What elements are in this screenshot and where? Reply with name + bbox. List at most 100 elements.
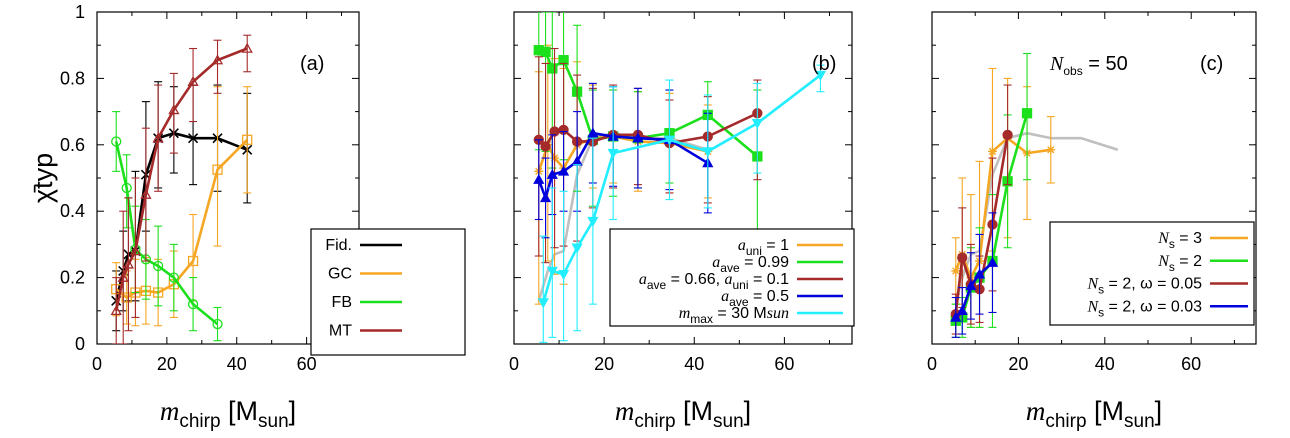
legend-label-var: a xyxy=(712,254,720,271)
legend-label: MT xyxy=(329,323,352,340)
series-line xyxy=(537,131,709,200)
legend-label-sub: s xyxy=(1169,237,1175,251)
plot-area xyxy=(533,12,827,343)
legend-label-var: sun xyxy=(767,305,789,322)
data-point xyxy=(546,168,558,179)
legend-label-var: a xyxy=(721,288,729,305)
legend-label-sub: uni xyxy=(746,244,762,258)
legend-label: Fid. xyxy=(325,237,352,254)
x-tick-label: 40 xyxy=(684,354,704,374)
data-point xyxy=(122,258,135,269)
legend-label-var: a xyxy=(639,271,647,288)
legend-box xyxy=(310,228,466,356)
data-point xyxy=(110,304,122,316)
x-tick-label: 60 xyxy=(297,354,317,374)
legend-label: auni = 1 xyxy=(738,237,789,258)
series-4 xyxy=(533,82,714,239)
x-tick-label: 0 xyxy=(92,354,102,374)
data-point xyxy=(951,266,961,276)
annotation-rest: = 50 xyxy=(1083,53,1128,75)
data-point xyxy=(111,136,122,147)
data-point xyxy=(540,46,551,57)
data-point xyxy=(663,135,676,146)
plot-area xyxy=(950,52,1119,338)
data-point xyxy=(212,164,223,175)
data-point xyxy=(140,188,152,199)
data-point xyxy=(751,118,763,130)
data-point xyxy=(557,165,570,176)
x-tick-label: 60 xyxy=(1181,354,1201,374)
data-point xyxy=(986,256,999,267)
data-point xyxy=(539,192,552,203)
panel-label: (c) xyxy=(1200,53,1223,75)
legend-label-var: N xyxy=(1086,298,1099,315)
series-0 xyxy=(954,131,1119,302)
legend-label-rest: = 30 M xyxy=(713,305,767,322)
x-axis-label-var: m xyxy=(615,396,635,426)
annotation: Nobs = 50 xyxy=(1049,53,1128,78)
x-axis-label-unit-sub: sun xyxy=(258,411,289,432)
x-axis-label-close: ] xyxy=(744,396,752,426)
legend-label-rest: = 2, ω = 0.03 xyxy=(1104,298,1202,315)
legend-label-var: a xyxy=(738,237,746,254)
legend-label-sub: uni xyxy=(733,278,749,292)
x-axis-label-sub: chirp xyxy=(634,411,675,432)
data-point xyxy=(546,266,558,277)
legend-label-sub: ave xyxy=(647,278,667,292)
legend-label-sub: s xyxy=(1098,305,1104,319)
legend-label: mmax = 30 Msun xyxy=(679,305,789,326)
data-point xyxy=(557,270,570,281)
data-point xyxy=(152,260,164,272)
legend-label: Ns = 2, ω = 0.05 xyxy=(1086,276,1202,297)
data-point xyxy=(540,141,551,152)
x-axis-label-close: ] xyxy=(289,396,297,426)
x-tick-label: 20 xyxy=(157,354,177,374)
x-tick-label: 40 xyxy=(227,354,247,374)
legend-label-sub: ave xyxy=(729,295,749,309)
x-axis-label-close: ] xyxy=(1155,396,1163,426)
data-point xyxy=(950,311,962,322)
y-axis-label: χ̄typ xyxy=(28,153,58,203)
data-point xyxy=(987,146,997,156)
x-axis-label: mchirp [Msun] xyxy=(160,396,296,432)
legend-label-var: a xyxy=(725,271,733,288)
data-point xyxy=(168,104,180,115)
series-line xyxy=(114,131,248,302)
data-point xyxy=(1021,108,1033,119)
y-axis-label-text: χ̄typ xyxy=(28,153,58,203)
legend-label-rest: = 3 xyxy=(1175,230,1202,247)
legend-label-rest: = 0.1 xyxy=(749,271,790,288)
data-point xyxy=(965,280,977,291)
series-5 xyxy=(537,64,827,343)
series-2 xyxy=(533,12,763,240)
data-point xyxy=(241,42,253,53)
annotation-var: N xyxy=(1049,53,1065,75)
legend-label: Ns = 2 xyxy=(1157,253,1202,274)
data-point xyxy=(533,173,545,184)
legend-label-var: m xyxy=(679,305,691,322)
legend-label-rest: = 0.5 xyxy=(749,288,790,305)
legend-label-rest: = 0.66, xyxy=(666,271,724,288)
y-tick-label: 0.4 xyxy=(60,201,85,221)
data-point xyxy=(702,147,714,158)
legend-label-var: N xyxy=(1157,230,1170,247)
legend-label: aave = 0.66, auni = 0.1 xyxy=(639,271,789,292)
x-axis-label-unit: [M xyxy=(221,396,259,426)
legend-label-sub: ave xyxy=(720,261,740,275)
series-2 xyxy=(950,52,1033,338)
x-tick-label: 0 xyxy=(927,354,937,374)
x-axis-label-unit: [M xyxy=(676,396,714,426)
panel-label: (a) xyxy=(300,53,324,75)
legend-label: aave = 0.5 xyxy=(721,288,789,309)
legend-label-sub: s xyxy=(1098,283,1104,297)
x-axis-label-unit: [M xyxy=(1087,396,1125,426)
legend-label-rest: = 0.99 xyxy=(740,254,789,271)
legend-label: FB xyxy=(332,294,352,311)
x-axis-label-var: m xyxy=(160,396,180,426)
data-point xyxy=(814,70,827,81)
legend: Fid. GC FB MT xyxy=(310,228,466,356)
series-line xyxy=(954,131,1119,302)
data-point xyxy=(212,318,223,330)
